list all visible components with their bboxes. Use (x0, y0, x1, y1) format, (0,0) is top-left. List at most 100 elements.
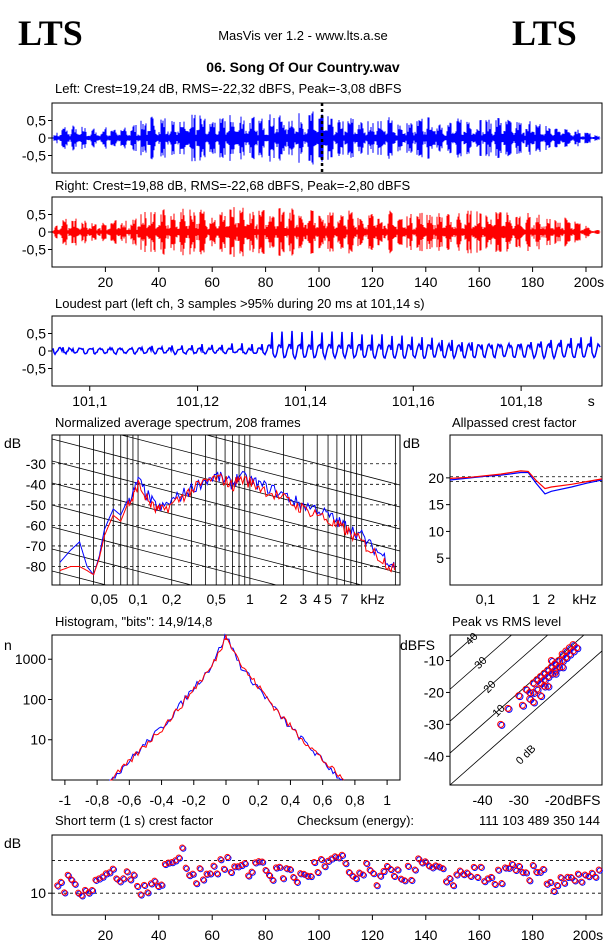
short-term-point-left (381, 868, 388, 876)
short-term-point-left (450, 883, 458, 890)
loudest-part-title: Loudest part (left ch, 3 samples >95% du… (55, 296, 425, 311)
short-term-point-left (433, 863, 440, 870)
short-term-point-left (499, 881, 506, 888)
short-term-point-left (395, 867, 402, 874)
short-term-point-right (578, 878, 585, 885)
short-term-point-right (78, 892, 85, 899)
short-term-point-left (256, 859, 263, 866)
allpassed-xtick-label: 2 (547, 591, 555, 607)
short-term-point-left (242, 861, 249, 868)
short-term-point-right (366, 866, 373, 873)
short-term-point-right (415, 855, 422, 862)
short-term-point-right (560, 879, 568, 886)
short-term-point-left (319, 856, 326, 864)
short-term-point-left (197, 866, 204, 873)
histogram-xtick-label: -0,2 (182, 792, 206, 808)
short-term-point-left (207, 871, 215, 878)
allpassed-series-right (449, 470, 603, 490)
peak-rms-xtick-label: -30 (509, 792, 529, 808)
peak-rms-xtick-label: -40 (472, 792, 492, 808)
short-term-point-right (571, 877, 578, 884)
histogram-xtick-label: -0,6 (117, 792, 141, 808)
short-term-point-right (477, 863, 484, 870)
right-waveform-trace (52, 207, 601, 257)
short-term-point-left (575, 871, 583, 878)
short-term-point-left (201, 877, 208, 884)
crest-line-label: 30 (472, 655, 489, 672)
short-term-point-right (217, 856, 224, 863)
right-waveform-ytick-label: 0,5 (27, 207, 47, 223)
time-xtick-label: 120 (361, 274, 385, 290)
short-term-point-left (360, 872, 367, 879)
lts-logo-left: LTS (18, 13, 83, 53)
spectrum-slope-line (52, 548, 193, 585)
short-term-point-right (311, 858, 318, 866)
short-term-point-right (505, 864, 512, 871)
short-term-point-left (353, 876, 360, 883)
spectrum-slope-line (205, 435, 400, 486)
short-term-point-right (377, 872, 384, 879)
peak-rms-point-right (558, 663, 566, 671)
file-title: 06. Song Of Our Country.wav (206, 59, 400, 75)
peak-rms-frame (449, 634, 603, 786)
histogram-xtick-label: -1 (59, 792, 72, 808)
short-term-point-right (269, 876, 276, 883)
loudest-ytick-label: 0 (38, 343, 46, 359)
histogram-series-right (110, 637, 345, 781)
short-term-point-right (592, 873, 599, 880)
short-term-point-right (425, 862, 432, 869)
loudest-ytick-label: 0,5 (27, 326, 47, 342)
short-term-point-right (290, 874, 297, 881)
short-term-point-right (161, 860, 169, 868)
checksum-value: 111 103 489 350 144 (479, 813, 600, 828)
peak-rms-ytick-label: -20 (424, 684, 444, 700)
allpassed-xtick-label: 1 (532, 591, 540, 607)
short-term-point-right (213, 870, 221, 877)
allpassed-xtick-label: kHz (572, 591, 596, 607)
short-term-point-right (467, 872, 474, 879)
short-term-point-right (293, 878, 300, 885)
short-term-point-left (402, 878, 409, 885)
short-term-point-left (513, 867, 520, 875)
short-term-point-right (404, 862, 411, 869)
crest-line-20 (450, 635, 549, 722)
peak-rms-ylabel: dBFS (400, 637, 435, 653)
short-term-point-left (492, 881, 499, 889)
time-xtick-label: 160 (468, 274, 492, 290)
short-term-point-right (342, 860, 349, 867)
crest-line-10 (450, 635, 585, 754)
allpassed-title: Allpassed crest factor (452, 415, 577, 430)
short-term-point-right (300, 870, 307, 877)
left-channel-title: Left: Crest=19,24 dB, RMS=-22,32 dBFS, P… (55, 81, 402, 96)
short-term-point-left (131, 872, 138, 879)
short-term-xtick-label: 200s (573, 927, 603, 943)
short-term-point-right (345, 869, 352, 876)
short-term-point-right (109, 865, 116, 872)
short-term-point-right (436, 863, 443, 870)
crest-line-label: 20 (481, 679, 498, 696)
short-term-point-right (588, 869, 595, 876)
spectrum-slope-line (52, 637, 400, 727)
peak-rms-point-left (559, 664, 567, 672)
spectrum-xtick-label: 4 (313, 591, 321, 607)
short-term-point-right (456, 867, 464, 874)
left-waveform-ytick-label: -0,5 (22, 148, 46, 164)
histogram-xtick-label: 0,6 (313, 792, 333, 808)
crest-line-40 (450, 635, 476, 658)
short-term-point-right (338, 851, 346, 858)
short-term-point-right (158, 881, 165, 888)
crest-line-0 (450, 650, 602, 785)
short-term-point-left (183, 865, 190, 872)
spectrum-xtick-label: 0,5 (206, 591, 226, 607)
short-term-point-right (120, 875, 127, 882)
spectrum-series-right (59, 473, 395, 576)
short-term-point-right (234, 863, 241, 870)
peak-rms-point-left (520, 702, 528, 710)
short-term-point-left (221, 866, 229, 873)
short-term-point-right (196, 865, 203, 872)
peak-rms-point-right (551, 669, 559, 677)
short-term-point-left (246, 873, 253, 880)
time-xtick-label: 200s (574, 274, 604, 290)
short-term-point-right (352, 875, 359, 882)
